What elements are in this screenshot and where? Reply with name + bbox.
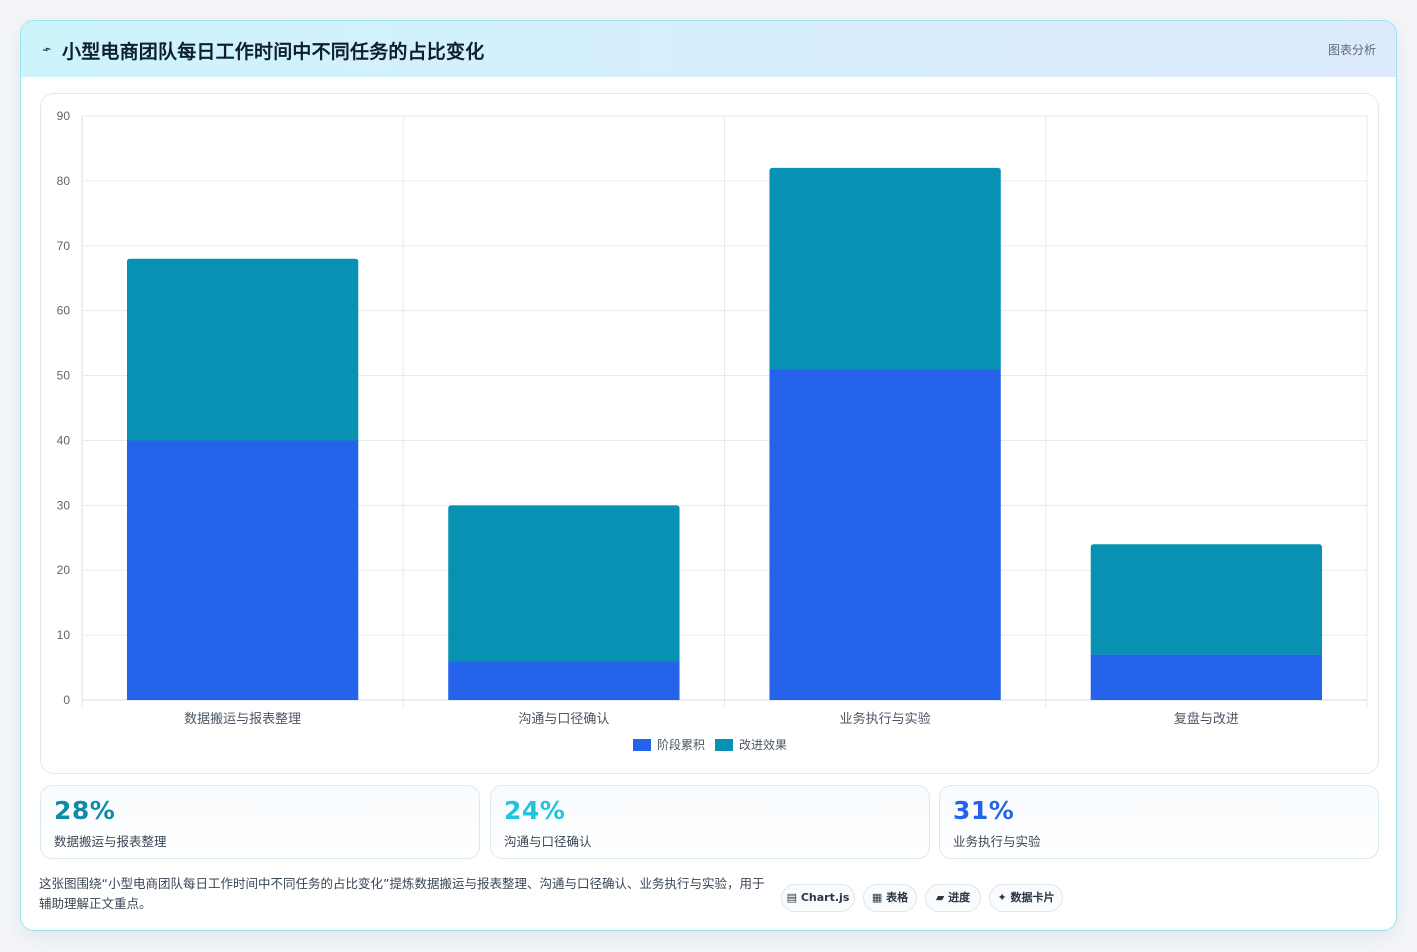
chip-progress[interactable]: ▰ 进度 bbox=[925, 884, 981, 912]
legend-swatch bbox=[633, 739, 651, 751]
bar-segment bbox=[448, 661, 680, 700]
card-header: ⌁ 小型电商团队每日工作时间中不同任务的占比变化 图表分析 bbox=[21, 21, 1396, 77]
chart-analysis-tag[interactable]: 图表分析 bbox=[1327, 43, 1376, 57]
stat-card-2: 24% 沟通与口径确认 bbox=[490, 785, 930, 859]
x-tick-label: 数据搬运与报表整理 bbox=[184, 712, 301, 727]
stat-label: 数据搬运与报表整理 bbox=[54, 834, 167, 849]
y-tick-label: 90 bbox=[57, 109, 71, 123]
stat-label: 业务执行与实验 bbox=[953, 834, 1041, 849]
bar-segment bbox=[769, 167, 1001, 370]
stat-value: 24% bbox=[504, 796, 566, 825]
stat-label: 沟通与口径确认 bbox=[504, 834, 592, 849]
table-icon: ▦ bbox=[871, 891, 883, 904]
y-tick-label: 20 bbox=[57, 563, 71, 577]
legend-label: 改进效果 bbox=[739, 737, 787, 752]
y-tick-label: 60 bbox=[57, 304, 71, 318]
chip-label: 表格 bbox=[886, 891, 909, 904]
chip-table[interactable]: ▦ 表格 bbox=[863, 884, 917, 912]
bar-segment bbox=[1090, 544, 1323, 655]
sparkle-icon: ✦ bbox=[997, 891, 1007, 904]
bar-segment bbox=[769, 369, 1001, 700]
bar-segment bbox=[126, 440, 359, 700]
chart-icon: ⌁ bbox=[39, 38, 54, 60]
chip-data-card[interactable]: ✦ 数据卡片 bbox=[989, 884, 1063, 912]
y-tick-label: 50 bbox=[57, 369, 71, 383]
y-tick-label: 0 bbox=[63, 693, 70, 707]
progress-icon: ▰ bbox=[935, 891, 945, 904]
chip-label: 数据卡片 bbox=[1010, 891, 1055, 904]
y-tick-label: 10 bbox=[57, 628, 71, 642]
stacked-bar-chart: 0 10 20 30 40 50 60 70 80 90 数据搬运与报表整理 沟通与口径确认 业务执行与… bbox=[57, 109, 1368, 752]
stat-value: 31% bbox=[953, 796, 1015, 825]
stat-card-1: 28% 数据搬运与报表整理 bbox=[40, 785, 480, 859]
stat-card-3: 31% 业务执行与实验 bbox=[939, 785, 1379, 859]
y-tick-label: 40 bbox=[57, 433, 71, 447]
y-tick-label: 70 bbox=[57, 239, 71, 253]
legend-swatch bbox=[715, 739, 733, 751]
chart-container: 0 10 20 30 40 50 60 70 80 90 数据搬运与报表整理 沟通与口径确认 业务执行与… bbox=[40, 93, 1379, 774]
bar-segment bbox=[126, 258, 359, 441]
stat-value: 28% bbox=[54, 796, 116, 825]
chart-description: 这张图围绕“小型电商团队每日工作时间中不同任务的占比变化”提炼数据搬运与报表整理… bbox=[39, 876, 765, 911]
chip-chartjs[interactable]: ▤ Chart.js bbox=[781, 884, 855, 912]
chip-label: 进度 bbox=[948, 891, 971, 904]
chart-icon: ▤ bbox=[786, 891, 798, 904]
page-title: 小型电商团队每日工作时间中不同任务的占比变化 bbox=[62, 41, 485, 63]
x-tick-label: 复盘与改进 bbox=[1174, 711, 1239, 727]
x-tick-label: 业务执行与实验 bbox=[840, 711, 931, 727]
bar-segment bbox=[448, 505, 680, 662]
y-tick-label: 80 bbox=[57, 174, 71, 188]
bar-segment bbox=[1090, 654, 1323, 700]
chip-label: Chart.js bbox=[800, 891, 850, 904]
y-tick-label: 30 bbox=[57, 498, 71, 512]
legend-label: 阶段累积 bbox=[657, 737, 705, 752]
x-tick-label: 沟通与口径确认 bbox=[518, 712, 609, 727]
chart-card: ⌁ 小型电商团队每日工作时间中不同任务的占比变化 图表分析 0 10 20 30 40 5… bbox=[20, 20, 1397, 931]
